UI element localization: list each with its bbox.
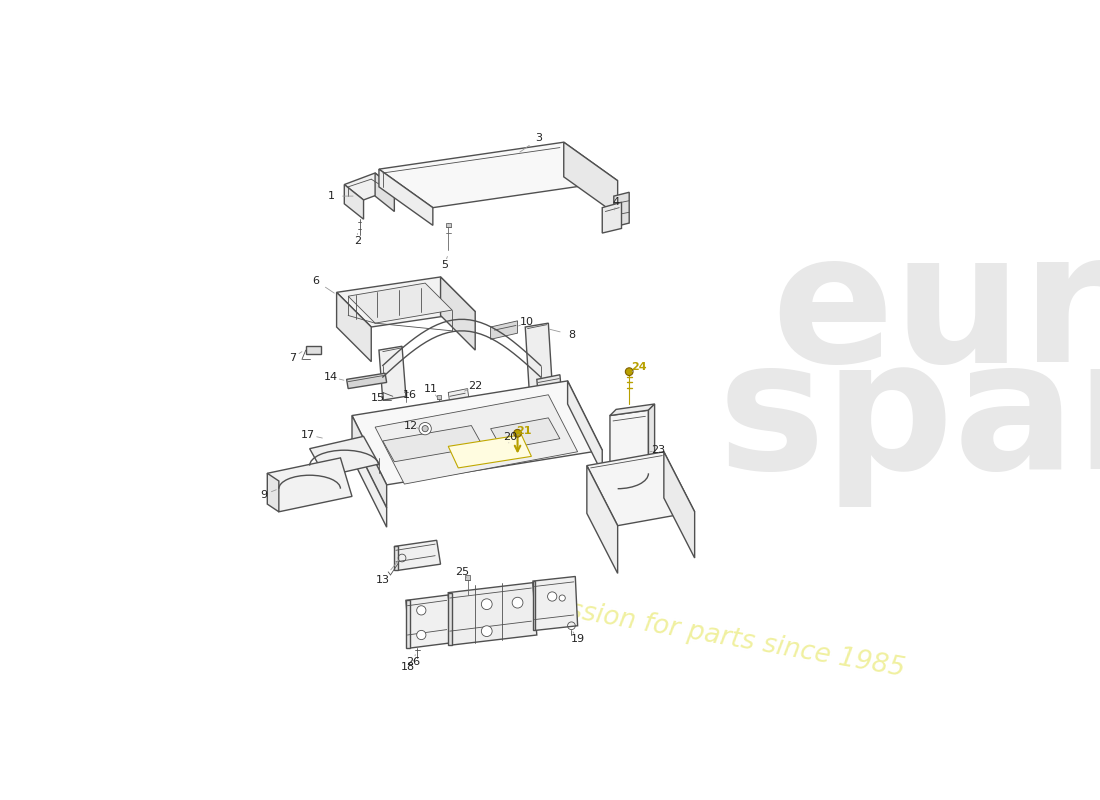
Text: a passion for parts since 1985: a passion for parts since 1985 (510, 588, 906, 682)
Polygon shape (310, 436, 378, 476)
Text: 8: 8 (568, 330, 575, 340)
Polygon shape (383, 426, 483, 462)
Polygon shape (649, 404, 654, 466)
Polygon shape (587, 452, 695, 526)
Polygon shape (534, 577, 578, 630)
Text: 22: 22 (469, 381, 482, 390)
Text: 13: 13 (376, 574, 389, 585)
Text: 10: 10 (520, 318, 534, 327)
Circle shape (417, 630, 426, 640)
Polygon shape (348, 283, 452, 323)
Polygon shape (352, 438, 387, 527)
Polygon shape (537, 374, 562, 404)
Circle shape (559, 595, 565, 601)
Text: 23: 23 (650, 445, 664, 455)
Text: 4: 4 (613, 198, 619, 207)
Text: 9: 9 (260, 490, 267, 500)
Polygon shape (609, 404, 654, 415)
Polygon shape (440, 277, 475, 350)
Circle shape (514, 430, 521, 437)
Text: 21: 21 (516, 426, 531, 436)
Text: 24: 24 (631, 362, 647, 372)
Polygon shape (375, 394, 578, 484)
Text: 6: 6 (312, 276, 319, 286)
Text: 15: 15 (371, 393, 384, 403)
Text: 5: 5 (441, 261, 448, 270)
Polygon shape (526, 323, 552, 389)
Polygon shape (344, 173, 395, 200)
Text: 19: 19 (571, 634, 585, 644)
Circle shape (482, 599, 492, 610)
Polygon shape (664, 452, 695, 558)
Circle shape (422, 426, 428, 432)
Text: 17: 17 (301, 430, 316, 440)
Polygon shape (449, 582, 537, 645)
Polygon shape (563, 142, 618, 215)
Polygon shape (568, 381, 603, 474)
Polygon shape (306, 346, 321, 354)
Text: 25: 25 (455, 567, 470, 577)
Polygon shape (406, 595, 452, 648)
Polygon shape (406, 600, 409, 648)
Circle shape (417, 606, 426, 615)
Polygon shape (609, 410, 649, 471)
Polygon shape (534, 581, 536, 630)
Text: spares: spares (717, 331, 1100, 507)
Polygon shape (337, 292, 372, 362)
Polygon shape (378, 346, 406, 400)
Polygon shape (446, 223, 451, 227)
Polygon shape (587, 466, 618, 574)
Polygon shape (465, 575, 470, 579)
Text: 16: 16 (403, 390, 417, 400)
Text: 12: 12 (404, 421, 418, 430)
Polygon shape (395, 540, 440, 570)
Text: 26: 26 (407, 657, 420, 667)
Polygon shape (375, 173, 395, 211)
Polygon shape (449, 389, 472, 419)
Polygon shape (378, 142, 618, 208)
Text: 1: 1 (328, 191, 334, 201)
Text: 2: 2 (354, 236, 361, 246)
Polygon shape (352, 415, 387, 508)
Polygon shape (491, 418, 560, 450)
Polygon shape (344, 185, 363, 219)
Polygon shape (614, 192, 629, 227)
Polygon shape (437, 394, 441, 398)
Polygon shape (603, 202, 622, 233)
Circle shape (625, 368, 634, 375)
Polygon shape (267, 458, 352, 512)
Text: 20: 20 (503, 432, 517, 442)
Polygon shape (346, 373, 387, 389)
Text: 11: 11 (425, 384, 438, 394)
Circle shape (513, 598, 522, 608)
Polygon shape (449, 435, 531, 468)
Text: 3: 3 (536, 134, 542, 143)
Circle shape (482, 626, 492, 637)
Circle shape (548, 592, 557, 601)
Circle shape (419, 422, 431, 435)
Polygon shape (267, 474, 279, 512)
Polygon shape (337, 277, 475, 327)
Polygon shape (395, 546, 398, 570)
Polygon shape (449, 593, 452, 645)
Text: 18: 18 (402, 662, 416, 672)
Polygon shape (352, 381, 603, 485)
Text: 7: 7 (289, 353, 296, 363)
Polygon shape (491, 321, 517, 339)
Text: euro: euro (772, 223, 1100, 400)
Text: 14: 14 (324, 372, 339, 382)
Polygon shape (378, 169, 433, 226)
